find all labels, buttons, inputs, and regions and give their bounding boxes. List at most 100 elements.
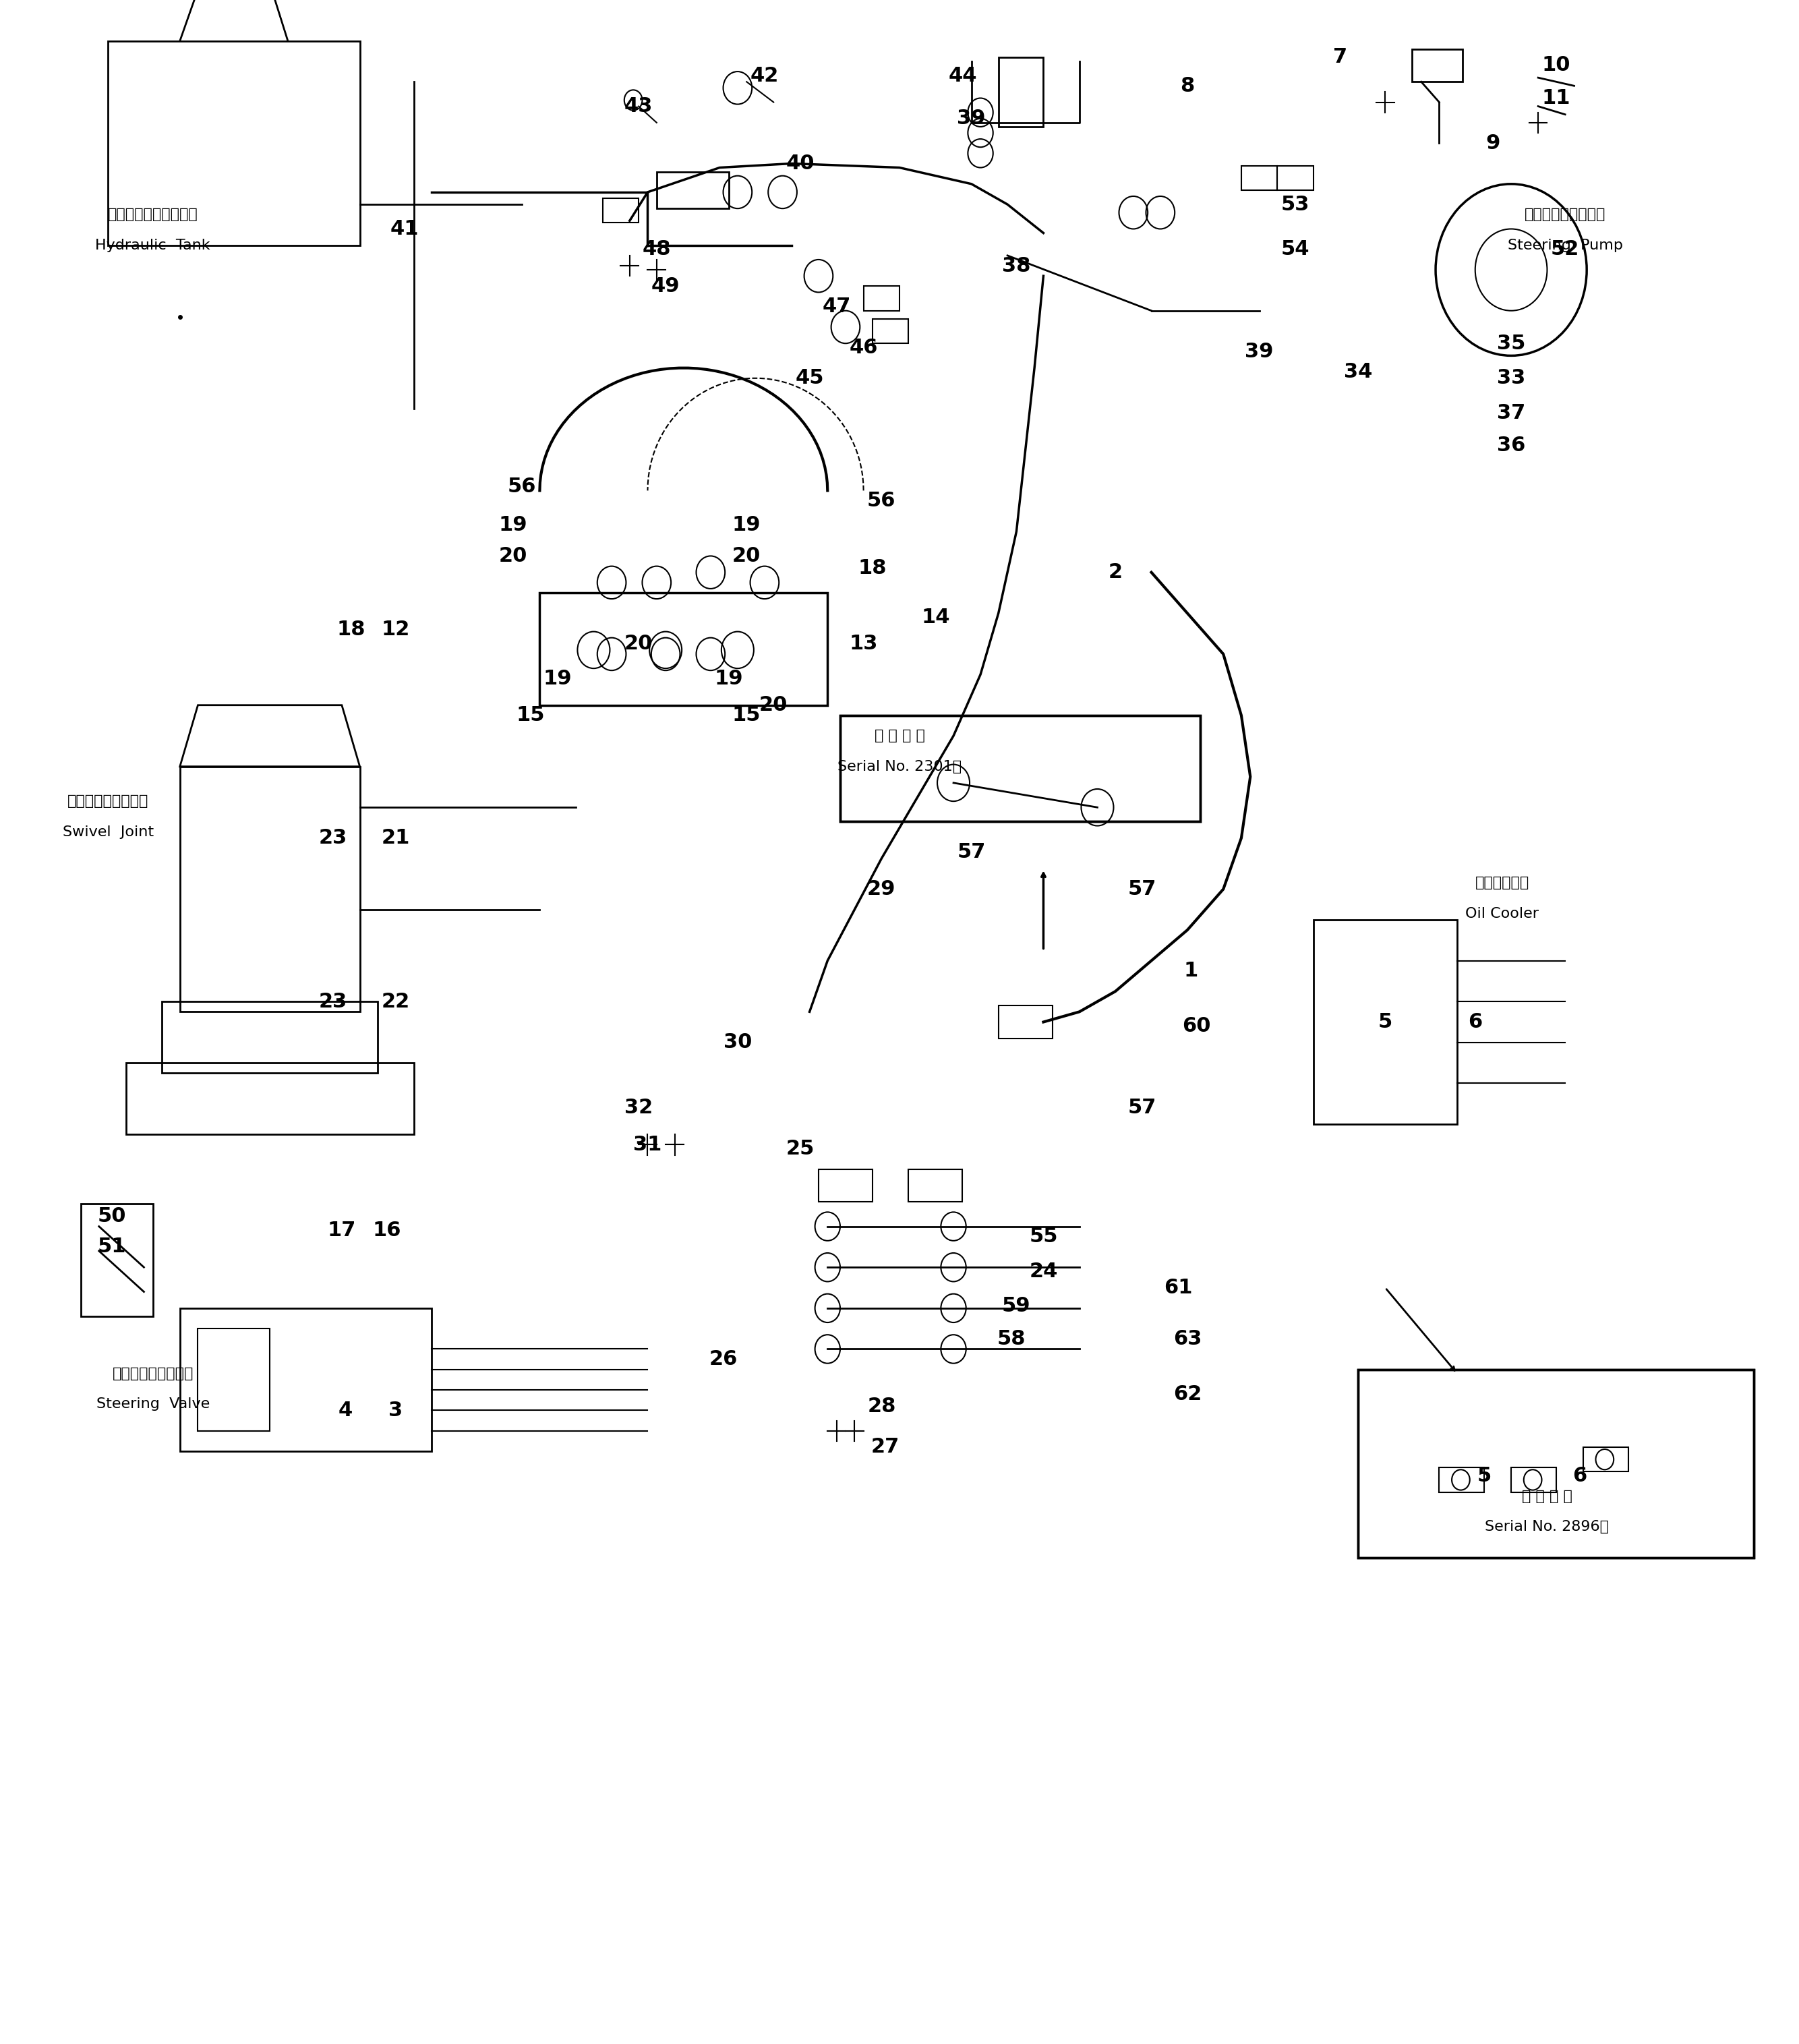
Text: 4: 4 — [338, 1400, 353, 1421]
Text: 11: 11 — [1542, 88, 1571, 108]
Text: 20: 20 — [759, 695, 788, 715]
Text: 15: 15 — [516, 705, 545, 726]
Text: スイベルジョイント: スイベルジョイント — [67, 795, 149, 807]
Text: 15: 15 — [732, 705, 761, 726]
Text: 56: 56 — [507, 476, 536, 497]
Text: 37: 37 — [1497, 403, 1526, 423]
Text: 14: 14 — [921, 607, 950, 628]
Text: 20: 20 — [498, 546, 527, 566]
Bar — [162, 1002, 378, 1073]
Bar — [908, 1169, 962, 1202]
Text: 26: 26 — [709, 1349, 738, 1369]
Text: 19: 19 — [498, 515, 527, 536]
Text: 55: 55 — [1029, 1226, 1058, 1247]
Text: 19: 19 — [543, 668, 572, 689]
Text: 39: 39 — [1245, 341, 1274, 362]
Text: 39: 39 — [957, 108, 986, 129]
Text: 9: 9 — [1486, 133, 1500, 153]
Text: オイルクーラ: オイルクーラ — [1475, 877, 1529, 889]
Text: 23: 23 — [318, 828, 347, 848]
Bar — [1439, 1468, 1484, 1492]
Text: ステアリングバルブ: ステアリングバルブ — [112, 1367, 194, 1380]
Text: 63: 63 — [1173, 1329, 1202, 1349]
Text: 29: 29 — [867, 879, 896, 899]
Bar — [126, 1063, 414, 1134]
Text: 61: 61 — [1164, 1278, 1193, 1298]
Text: 18: 18 — [336, 619, 365, 640]
Bar — [657, 172, 729, 208]
Text: 44: 44 — [948, 65, 977, 86]
Text: Swivel  Joint: Swivel Joint — [63, 826, 153, 838]
Text: 46: 46 — [849, 337, 878, 358]
Text: 43: 43 — [624, 96, 653, 117]
Text: 5: 5 — [1378, 1012, 1392, 1032]
Text: 57: 57 — [1128, 1098, 1157, 1118]
Text: Serial No. 2896～: Serial No. 2896～ — [1486, 1521, 1608, 1533]
Bar — [840, 715, 1200, 822]
Bar — [864, 286, 900, 311]
Bar — [1358, 1369, 1754, 1558]
Text: 10: 10 — [1542, 55, 1571, 76]
Text: 25: 25 — [786, 1139, 815, 1159]
Text: 適 用 号 機: 適 用 号 機 — [1522, 1490, 1572, 1502]
Text: 13: 13 — [849, 634, 878, 654]
Bar — [1277, 166, 1313, 190]
Bar — [1313, 920, 1457, 1124]
Text: 54: 54 — [1281, 239, 1310, 260]
Text: 51: 51 — [97, 1237, 126, 1257]
Text: 適 用 号 機: 適 用 号 機 — [874, 730, 925, 742]
Text: 23: 23 — [318, 991, 347, 1012]
Text: 38: 38 — [1002, 256, 1031, 276]
Text: 20: 20 — [732, 546, 761, 566]
Text: 30: 30 — [723, 1032, 752, 1053]
Text: 33: 33 — [1497, 368, 1526, 388]
Text: ハイドロリックタンク: ハイドロリックタンク — [108, 208, 198, 221]
Bar — [81, 1204, 153, 1316]
Bar — [873, 319, 908, 343]
Bar — [1358, 1369, 1754, 1558]
Text: 18: 18 — [858, 558, 887, 578]
Text: 28: 28 — [867, 1396, 896, 1416]
Text: Oil Cooler: Oil Cooler — [1466, 908, 1538, 920]
Text: 40: 40 — [786, 153, 815, 174]
Text: 41: 41 — [390, 219, 419, 239]
Text: ステアリングポンプ: ステアリングポンプ — [1524, 208, 1607, 221]
Text: 34: 34 — [1344, 362, 1373, 382]
Text: 60: 60 — [1182, 1016, 1211, 1036]
Text: 7: 7 — [1333, 47, 1347, 67]
Text: 1: 1 — [1184, 961, 1198, 981]
Text: 56: 56 — [867, 491, 896, 511]
Text: 36: 36 — [1497, 435, 1526, 456]
Bar — [1241, 166, 1277, 190]
Text: 50: 50 — [97, 1206, 126, 1226]
Bar — [603, 198, 639, 223]
Text: 6: 6 — [1572, 1466, 1587, 1486]
Text: Serial No. 2301～: Serial No. 2301～ — [837, 760, 962, 773]
Text: 19: 19 — [732, 515, 761, 536]
Text: 8: 8 — [1180, 76, 1195, 96]
Text: 58: 58 — [997, 1329, 1025, 1349]
Bar — [998, 57, 1043, 127]
Bar — [998, 1006, 1052, 1038]
Text: 57: 57 — [957, 842, 986, 863]
Bar — [198, 1329, 270, 1431]
Text: 42: 42 — [750, 65, 779, 86]
Text: 53: 53 — [1281, 194, 1310, 215]
Text: 16: 16 — [372, 1220, 401, 1241]
Text: Steering  Valve: Steering Valve — [95, 1398, 210, 1410]
Text: 6: 6 — [1468, 1012, 1482, 1032]
Text: 35: 35 — [1497, 333, 1526, 354]
Text: 62: 62 — [1173, 1384, 1202, 1404]
Text: 48: 48 — [642, 239, 671, 260]
Bar — [1583, 1447, 1628, 1472]
Text: 52: 52 — [1551, 239, 1580, 260]
Bar — [819, 1169, 873, 1202]
Text: 22: 22 — [381, 991, 410, 1012]
Text: 31: 31 — [633, 1134, 662, 1155]
Bar — [840, 715, 1200, 822]
Text: 2: 2 — [1108, 562, 1123, 583]
Text: 20: 20 — [624, 634, 653, 654]
Text: 32: 32 — [624, 1098, 653, 1118]
Text: 5: 5 — [1477, 1466, 1491, 1486]
Text: 12: 12 — [381, 619, 410, 640]
